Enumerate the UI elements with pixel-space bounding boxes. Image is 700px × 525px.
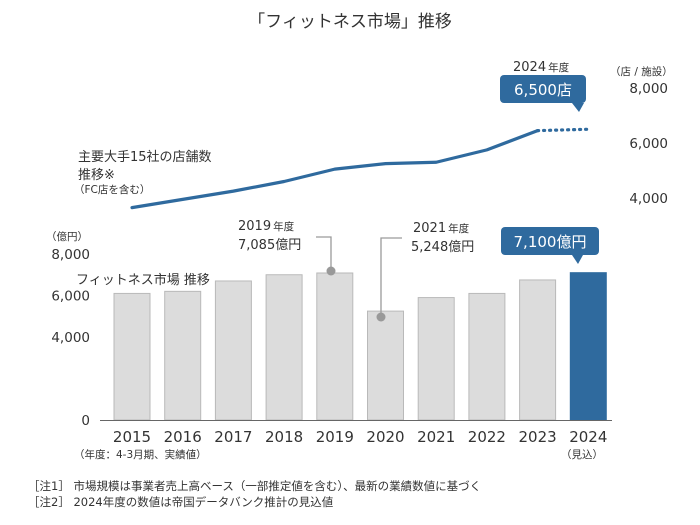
bar-2019 (316, 272, 354, 421)
x-tick-label: 2017 (214, 428, 252, 446)
x-axis-note: （年度：4-3月期、実績値） (74, 448, 207, 461)
right-tick-label: 6,000 (629, 136, 668, 152)
bar-2017 (214, 280, 252, 421)
stores-callout-pointer (572, 103, 584, 112)
left-axis-unit: （億円） (46, 230, 88, 243)
market-callout-box (501, 227, 599, 255)
line-series-name-3: （FC店を含む） (74, 183, 150, 196)
right-tick-label: 8,000 (629, 81, 668, 97)
stores-callout-box (500, 75, 586, 103)
x-tick-label: 2021 (417, 428, 455, 446)
footnote-1: ［注1］ 市場規模は事業者売上高ベース（一部推定値を含む）、最新の業績数値に基づ… (28, 479, 482, 493)
right-axis-unit: （店 / 施設） (610, 65, 673, 78)
footnote-2: ［注2］ 2024年度の数値は帝国データバンク推計の見込値 (28, 495, 334, 509)
x-tick-label: 2023 (519, 428, 557, 446)
annotation-2021-dot (376, 312, 386, 322)
bar-2024 (569, 272, 607, 421)
annotation-2021-leader (380, 237, 402, 316)
annotation-2019-value: 7,085億円 (238, 237, 301, 253)
bar-2021 (417, 297, 455, 421)
forecast-note: （見込） (561, 449, 603, 461)
line-series-name: 主要大手15社の店舗数 (78, 149, 212, 165)
bar-2018 (265, 274, 303, 421)
chart-title: 「フィットネス市場」推移 (248, 12, 452, 32)
line-series-forecast (535, 127, 590, 133)
x-tick-label: 2019 (316, 428, 354, 446)
annotation-2021-value: 5,248億円 (411, 239, 474, 255)
x-tick-label: 2018 (265, 428, 303, 446)
bar-2022 (468, 292, 506, 421)
market-callout-pointer (572, 255, 583, 264)
annotation-2021-year: 2021 年度 (413, 221, 470, 236)
right-tick-label: 4,000 (629, 191, 668, 207)
x-tick-label: 2015 (113, 428, 151, 446)
left-tick-label: 4,000 (51, 330, 90, 346)
bar-2023 (519, 279, 557, 421)
bar-2020 (367, 310, 404, 421)
stores-callout-label: 6,500店 (514, 81, 572, 99)
x-tick-label: 2024 (569, 428, 607, 446)
annotation-2019-year: 2019 年度 (238, 219, 295, 234)
left-tick-label: 6,000 (51, 289, 90, 305)
line-series-solid (130, 129, 540, 210)
line-series-name-2: 推移※ (78, 168, 115, 183)
left-tick-label: 0 (81, 413, 90, 429)
annotation-top-year: 2024 年度 (513, 60, 570, 75)
bar-2016 (164, 290, 202, 421)
x-tick-label: 2020 (366, 428, 404, 446)
bar-series-name: フィットネス市場 推移 (76, 272, 210, 288)
x-tick-label: 2016 (164, 428, 202, 446)
annotation-2019-leader (316, 236, 332, 270)
annotation-2019-dot (326, 266, 336, 276)
left-tick-label: 8,000 (51, 247, 90, 263)
x-tick-label: 2022 (468, 428, 506, 446)
market-callout-label: 7,100億円 (514, 233, 587, 251)
bar-2015 (113, 292, 151, 421)
